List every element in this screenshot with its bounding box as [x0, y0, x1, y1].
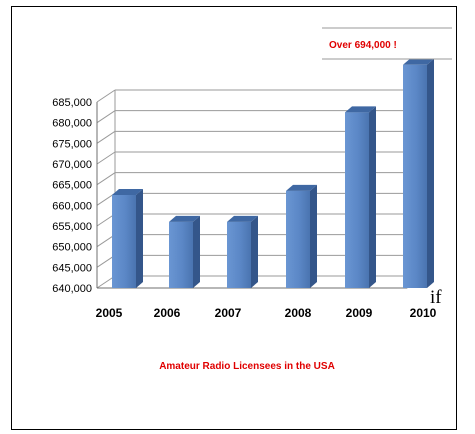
- y-tick-label: 650,000: [52, 242, 92, 254]
- y-tick-label: 675,000: [52, 138, 92, 150]
- gridline-depth: [96, 130, 116, 144]
- bar-front: [169, 221, 193, 288]
- chart-frame: 640,000 645,000 650,000 655,000 660,000 665,0…: [11, 6, 457, 430]
- x-tick-labels: 2005 2006 2007 2008 2009 2010: [96, 306, 437, 320]
- bar-2006: [169, 215, 200, 288]
- gridlines: [96, 89, 427, 289]
- bar-chart: 640,000 645,000 650,000 655,000 660,000 665,0…: [52, 27, 452, 372]
- bar-2005: [112, 189, 143, 288]
- bar-front: [345, 112, 369, 288]
- x-tick-label: 2005: [96, 306, 123, 320]
- y-tick-label: 670,000: [52, 159, 92, 171]
- stray-text: if: [430, 287, 442, 308]
- x-tick-label: 2007: [215, 306, 242, 320]
- bar-side: [251, 215, 258, 288]
- bar-top: [112, 189, 143, 195]
- bar-front: [227, 221, 251, 288]
- bar-top: [345, 106, 376, 113]
- x-tick-label: 2009: [346, 306, 373, 320]
- bar-top: [286, 184, 317, 191]
- bar-2007: [227, 215, 258, 288]
- bar-2010: [403, 58, 434, 288]
- gridline-depth: [96, 151, 116, 165]
- x-tick-label: 2010: [410, 306, 437, 320]
- bar-front: [112, 195, 136, 288]
- bar-2008: [286, 184, 317, 288]
- y-tick-label: 660,000: [52, 200, 92, 212]
- bar-top: [403, 58, 434, 65]
- bar-side: [427, 58, 434, 288]
- y-tick-label: 645,000: [52, 262, 92, 274]
- bar-front: [403, 64, 427, 288]
- bar-top: [169, 215, 200, 222]
- bar-top: [227, 215, 258, 222]
- y-tick-label: 655,000: [52, 221, 92, 233]
- bar-side: [136, 189, 143, 288]
- gridline-depth: [96, 89, 116, 103]
- x-tick-label: 2006: [154, 306, 181, 320]
- y-tick-label: 640,000: [52, 283, 92, 295]
- bar-side: [369, 106, 376, 288]
- y-tick-labels: 640,000 645,000 650,000 655,000 660,000 665,0…: [52, 97, 92, 295]
- bar-side: [310, 184, 317, 288]
- bars: [112, 58, 434, 288]
- bar-front: [286, 190, 310, 288]
- y-tick-label: 685,000: [52, 97, 92, 109]
- y-tick-label: 665,000: [52, 180, 92, 192]
- annotation-label: Over 694,000 !: [329, 40, 397, 51]
- x-tick-label: 2008: [285, 306, 312, 320]
- bar-2009: [345, 106, 376, 288]
- bar-side: [193, 215, 200, 288]
- y-tick-label: 680,000: [52, 118, 92, 130]
- gridline-depth: [96, 172, 116, 186]
- gridline-depth: [96, 110, 116, 124]
- x-axis-title: Amateur Radio Licensees in the USA: [159, 361, 335, 372]
